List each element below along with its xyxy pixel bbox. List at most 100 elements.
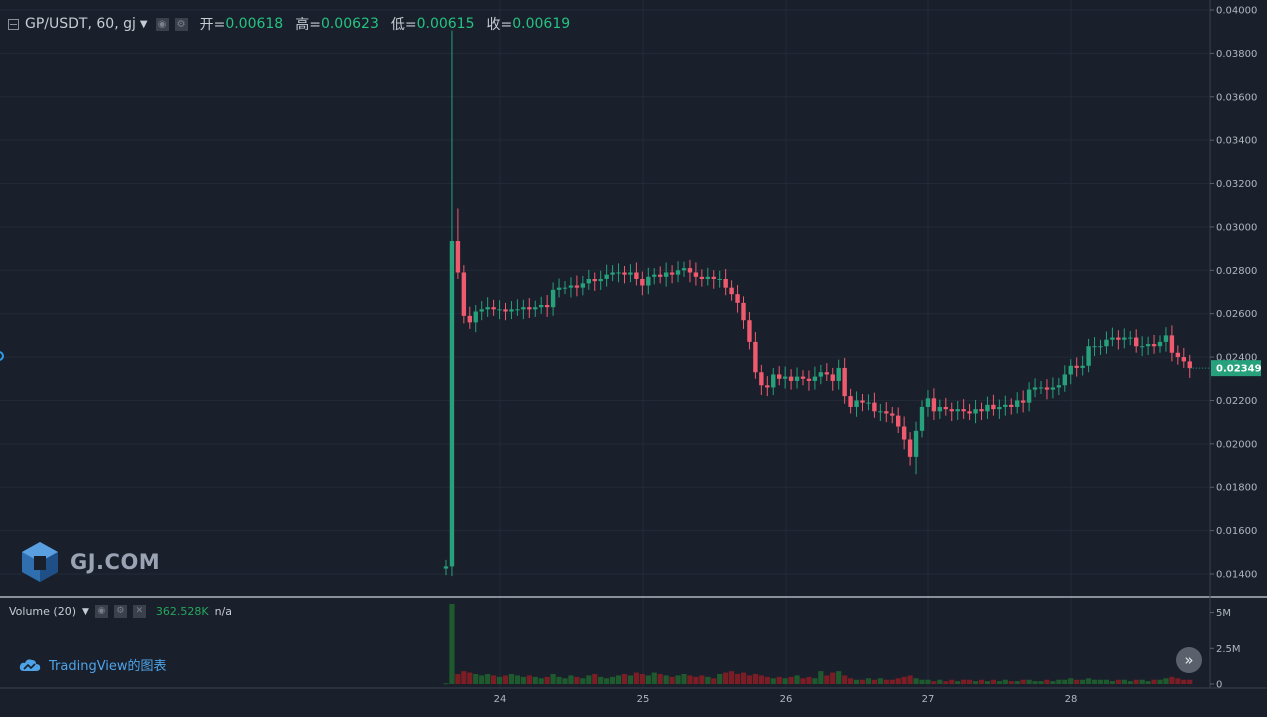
- candle-body: [485, 307, 490, 310]
- eye-icon[interactable]: ◉: [155, 17, 169, 31]
- volume-bar: [830, 672, 836, 684]
- volume-bar: [794, 675, 800, 684]
- candle-body: [729, 287, 734, 295]
- time-tick-label: 28: [1065, 694, 1078, 705]
- candle-body: [842, 367, 847, 397]
- main-legend: GP/USDT, 60, gj ▼ ◉ ⚙ 开= 0.00618 高= 0.00…: [8, 14, 570, 34]
- scroll-to-realtime-button[interactable]: »: [1176, 647, 1202, 673]
- volume-bar: [1175, 678, 1181, 684]
- tradingview-link[interactable]: TradingView的图表: [19, 655, 167, 674]
- volume-bar: [889, 679, 895, 684]
- candle-body: [1187, 361, 1192, 369]
- volume-bar: [961, 679, 967, 684]
- volume-bar: [508, 674, 515, 684]
- candle-body: [872, 402, 877, 412]
- volume-eye-icon[interactable]: ◉: [94, 605, 108, 618]
- candle-body: [961, 409, 966, 412]
- volume-bar: [972, 681, 979, 684]
- price-tick-label: 0.02600: [1216, 309, 1257, 320]
- volume-bar: [895, 678, 901, 684]
- time-tick-label: 27: [922, 694, 935, 705]
- candle-body: [794, 376, 800, 381]
- volume-bar: [788, 676, 794, 684]
- low-label: 低=: [390, 17, 417, 33]
- candle-body: [449, 241, 455, 567]
- candle-body: [544, 305, 550, 308]
- candle-body: [866, 402, 871, 404]
- volume-bar: [746, 675, 753, 684]
- candle-body: [1050, 387, 1056, 390]
- scroll-edge-marker[interactable]: [0, 351, 4, 361]
- candle-body: [800, 376, 806, 379]
- close-label: 收=: [486, 17, 513, 33]
- volume-bar: [699, 675, 705, 684]
- volume-bar: [711, 678, 717, 684]
- collapse-legend-icon[interactable]: [8, 18, 19, 30]
- chevron-down-icon[interactable]: ▼: [139, 18, 148, 30]
- volume-bar: [752, 674, 758, 684]
- volume-bar: [496, 676, 503, 684]
- candle-body: [937, 406, 943, 412]
- volume-bar: [1008, 681, 1014, 684]
- volume-bar: [1002, 679, 1008, 684]
- volume-bar: [770, 678, 776, 684]
- volume-chevron-down-icon[interactable]: ▼: [82, 606, 89, 617]
- candle-body: [693, 272, 699, 277]
- settings-icon[interactable]: ⚙: [174, 17, 188, 31]
- last-price-tag-label: 0.02349: [1216, 364, 1262, 375]
- candle-body: [497, 309, 502, 311]
- volume-bar: [1133, 679, 1139, 684]
- volume-bar: [538, 678, 544, 684]
- volume-bar: [455, 674, 461, 684]
- candle-body: [479, 309, 484, 312]
- candle-body: [860, 400, 865, 403]
- candle-body: [574, 285, 580, 288]
- volume-bar: [1074, 679, 1080, 684]
- volume-bar: [782, 678, 788, 684]
- candle-body: [455, 241, 461, 273]
- volume-title[interactable]: Volume (20): [9, 605, 76, 618]
- candle-body: [1020, 400, 1026, 403]
- volume-bar: [1068, 678, 1074, 684]
- candle-body: [521, 307, 526, 310]
- candle-body: [884, 411, 889, 414]
- tradingview-cloud-icon: [19, 658, 41, 671]
- candle-body: [1009, 404, 1014, 407]
- volume-bar: [907, 675, 913, 684]
- volume-bar: [1103, 679, 1110, 684]
- candle-body: [539, 305, 544, 308]
- volume-bar: [604, 678, 610, 684]
- price-tick-label: 0.02000: [1216, 439, 1257, 450]
- volume-bar: [729, 671, 735, 684]
- candle-body: [467, 315, 472, 323]
- volume-close-icon[interactable]: ✕: [132, 605, 146, 618]
- tradingview-text: TradingView的图表: [49, 659, 167, 674]
- volume-bar: [1163, 678, 1169, 684]
- gj-logo-text: GJ.COM: [70, 550, 161, 574]
- candle-body: [1116, 337, 1121, 340]
- volume-bar: [842, 675, 848, 684]
- candle-body: [634, 272, 639, 279]
- candle-body: [580, 283, 586, 288]
- volume-bar: [1181, 679, 1187, 684]
- price-tick-label: 0.02800: [1216, 266, 1257, 277]
- volume-settings-icon[interactable]: ⚙: [113, 605, 127, 618]
- symbol-label[interactable]: GP/USDT, 60, gj: [25, 16, 136, 32]
- price-tick-label: 0.03200: [1216, 179, 1257, 190]
- volume-bar: [1080, 679, 1086, 684]
- volume-bar: [877, 678, 883, 684]
- volume-bar: [645, 675, 651, 684]
- volume-bar: [1026, 679, 1032, 684]
- candle-body: [1032, 387, 1038, 390]
- volume-bar: [1056, 679, 1062, 684]
- volume-bar: [1062, 679, 1068, 684]
- volume-bar: [996, 681, 1002, 684]
- volume-bar: [1157, 679, 1163, 684]
- candle-body: [711, 276, 716, 279]
- candle-body: [681, 268, 687, 271]
- time-tick-label: 25: [637, 694, 650, 705]
- volume-bar: [955, 681, 961, 684]
- volume-bar: [717, 674, 723, 684]
- volume-bar: [663, 675, 669, 684]
